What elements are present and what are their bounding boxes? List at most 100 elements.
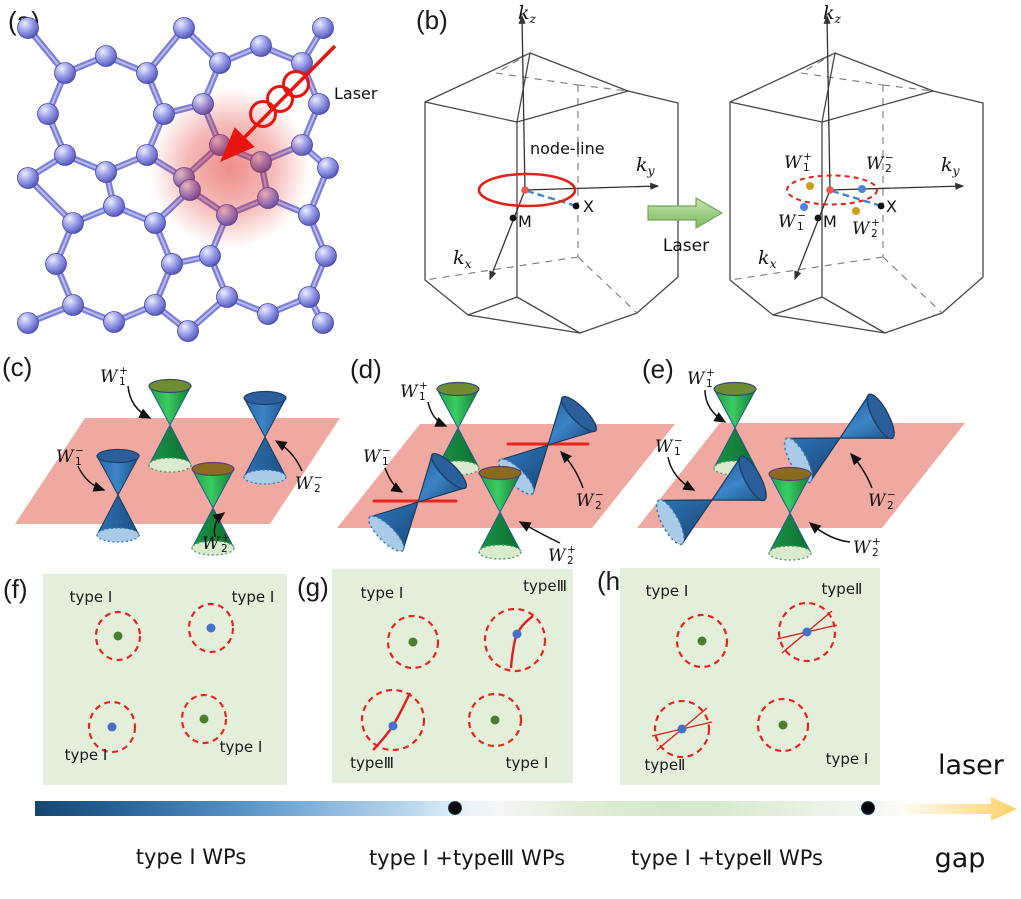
type-label-tl: type Ⅰ — [69, 588, 113, 606]
weyl-circles — [360, 607, 547, 752]
wp-label-w2-plus: W +2 — [853, 536, 881, 560]
blue-weyl-dot — [107, 722, 117, 732]
wp-label-w2-plus: W +2 — [548, 544, 576, 568]
bz-hidden-edges — [424, 52, 638, 314]
panel-d-label: (d) — [350, 354, 382, 384]
kz-axis-label: kz — [518, 2, 537, 26]
m-point-label: M — [823, 212, 837, 231]
panel-a-laser-label: Laser — [334, 84, 378, 103]
wp-label-w2-plus: W +2 — [852, 217, 880, 241]
type3-cones-svg — [337, 381, 675, 560]
gamma-point — [521, 186, 529, 194]
brillouin-zone-weyl-svg — [729, 14, 984, 334]
phase-boundary-dot-2 — [861, 801, 875, 815]
kx-axis-label: kx — [453, 247, 472, 271]
type-label-tl: type Ⅰ — [645, 582, 689, 600]
bz-silhouette — [424, 52, 679, 334]
type3-node-arc — [372, 692, 412, 751]
type-label-br: type Ⅰ — [219, 738, 263, 756]
type-label-br: type Ⅰ — [505, 754, 549, 772]
blue-weyl-dot — [206, 623, 216, 633]
panel-g-box: type Ⅰ typeⅢ typeⅢ type Ⅰ — [332, 569, 573, 783]
panel-h-box: type Ⅰ typeⅡ typeⅡ type Ⅰ — [620, 568, 880, 785]
m-point — [814, 214, 822, 222]
x-point-label: X — [886, 197, 897, 216]
weyl-point-w1-minus — [800, 203, 808, 211]
panel-g-graphics — [360, 607, 547, 752]
phase-label-type1-type2: type Ⅰ +typeⅡ WPs — [631, 846, 823, 870]
weyl-circles — [87, 602, 235, 754]
brillouin-zone-nodeline-svg — [424, 14, 679, 334]
weyl-point-w2-plus — [852, 207, 860, 215]
laser-intensity-gradient-bar — [35, 801, 897, 816]
wp-label-w1-plus: W +1 — [100, 365, 128, 389]
green-weyl-dot — [408, 637, 418, 647]
type3-node-arc — [509, 615, 534, 669]
panel-h-graphics — [651, 601, 838, 759]
blue-weyl-dot — [512, 629, 522, 639]
gap-arrow-svg — [893, 797, 1017, 821]
wp-label-w1-minus: W −1 — [778, 210, 806, 234]
type-label-tr: type Ⅰ — [231, 588, 275, 606]
wp-label-w2-minus: W −2 — [868, 489, 896, 513]
panel-b-label: (b) — [416, 5, 448, 35]
green-weyl-dot — [490, 715, 500, 725]
gamma-point — [826, 186, 834, 194]
green-weyl-dot — [778, 720, 788, 730]
weyl-point-w2-minus — [858, 185, 866, 193]
wp-label-w1-plus: W +1 — [687, 367, 715, 391]
gamma-x-path — [831, 189, 879, 207]
type-label-br: type Ⅰ — [825, 750, 869, 768]
panel-f-box: type Ⅰ type Ⅰ type Ⅰ type Ⅰ — [43, 574, 287, 785]
x-point-label: X — [583, 197, 594, 216]
blue-weyl-dot — [677, 724, 687, 734]
blue-weyl-dot — [802, 627, 812, 637]
kz-axis-label: kz — [823, 2, 842, 26]
panel-c-label: (c) — [2, 352, 33, 382]
crystal-structure-svg — [17, 17, 339, 342]
panel-f-graphics — [87, 602, 235, 754]
wp-label-w1-plus: W +1 — [400, 380, 428, 404]
transition-laser-label: Laser — [662, 236, 710, 256]
green-arrow — [647, 196, 724, 230]
type-label-tr: typeⅢ — [523, 577, 567, 595]
gamma-x-path — [526, 189, 574, 207]
x-point — [877, 202, 885, 210]
wp-label-w1-minus: W −1 — [655, 435, 683, 459]
phase-label-type1: type Ⅰ WPs — [135, 845, 247, 869]
wp-label-w1-minus: W −1 — [56, 445, 84, 469]
type1-cones-svg — [15, 378, 340, 556]
green-weyl-dot — [199, 714, 209, 724]
bz-hidden-edges — [729, 52, 943, 314]
laser-glow — [150, 88, 310, 248]
phase-label-gap: gap — [934, 843, 986, 874]
bz-silhouette — [729, 52, 984, 334]
m-point — [509, 214, 517, 222]
wp-label-w2-minus: W −2 — [866, 152, 894, 176]
phase-label-type1-type3: type Ⅰ +typeⅢ WPs — [368, 846, 566, 870]
green-weyl-dot — [113, 631, 123, 641]
type-label-tr: typeⅡ — [821, 580, 863, 598]
wp-label-w1-minus: W −1 — [363, 445, 391, 469]
wp-label-w2-minus: W −2 — [576, 489, 604, 513]
node-line-ellipse — [477, 172, 577, 208]
node-line-label: node-line — [530, 139, 605, 158]
ky-axis-label: ky — [636, 154, 655, 178]
type-label-bl: type Ⅰ — [64, 746, 108, 764]
wp-label-w1-plus: W +1 — [784, 151, 812, 175]
wp-label-w2-plus: W +2 — [202, 532, 230, 556]
pointer-arrows — [384, 401, 584, 544]
panel-f-label: (f) — [3, 574, 28, 604]
type2-cones-svg — [637, 381, 965, 561]
gapped-node-line-ellipse — [786, 174, 878, 206]
panel-g-label: (g) — [297, 572, 329, 602]
ky-axis-label: ky — [941, 154, 960, 178]
x-point — [572, 202, 580, 210]
type-label-bl: typeⅢ — [350, 754, 394, 772]
green-weyl-dot — [697, 636, 707, 646]
type-label-tl: type Ⅰ — [360, 584, 404, 602]
kx-axis-label: kx — [758, 247, 777, 271]
pointer-arrows — [667, 389, 873, 543]
m-point-label: M — [518, 212, 532, 231]
